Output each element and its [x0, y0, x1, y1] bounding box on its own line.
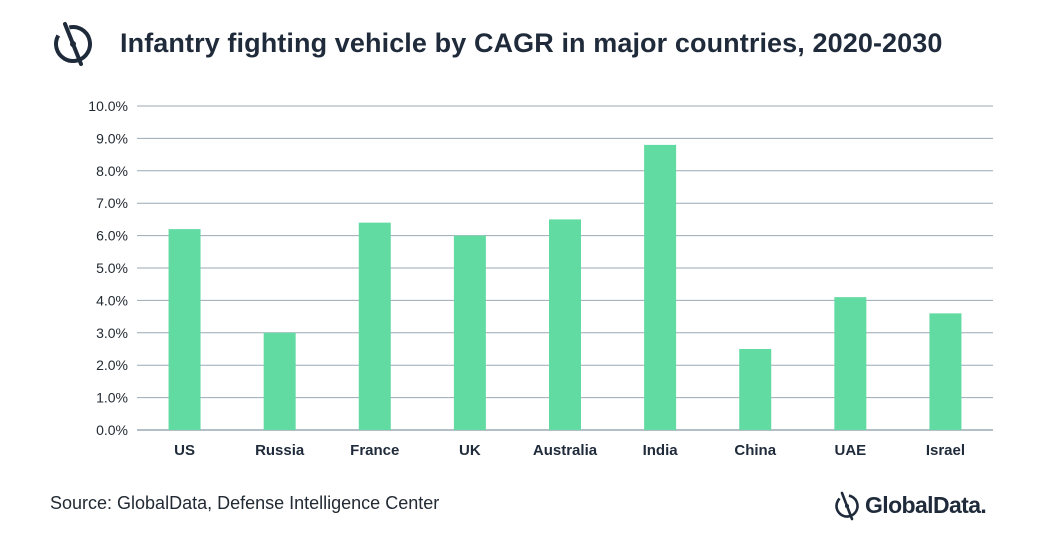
x-tick-label: Russia — [255, 442, 305, 459]
globaldata-logo-icon — [54, 22, 92, 66]
bar-uk — [453, 235, 486, 430]
brand-name: GlobalData. — [865, 491, 987, 518]
x-tick-label: Israel — [926, 442, 965, 459]
x-tick-label: Australia — [533, 442, 598, 459]
y-tick-label: 1.0% — [96, 390, 128, 406]
bar-france — [358, 222, 391, 430]
y-tick-label: 7.0% — [96, 195, 128, 211]
x-tick-label: UAE — [834, 442, 866, 459]
bar-australia — [549, 219, 581, 430]
bar-us — [168, 229, 201, 430]
y-axis-ticks: 0.0% 1.0% 2.0% 3.0% 4.0% 5.0% 6.0% 7.0% 8.0% 9.0%… — [88, 98, 128, 438]
globaldata-brand-icon — [835, 491, 859, 521]
y-tick-label: 10.0% — [88, 98, 128, 114]
bar-israel — [929, 313, 962, 430]
y-tick-label: 0.0% — [96, 422, 128, 438]
y-tick-label: 8.0% — [96, 163, 128, 179]
y-tick-label: 9.0% — [96, 130, 128, 146]
bars — [168, 144, 962, 430]
x-tick-label: UK — [459, 442, 481, 459]
x-tick-label: France — [350, 442, 399, 459]
bar-russia — [263, 332, 296, 430]
x-axis-ticks: US Russia France UK Australia India China UAE Is… — [174, 442, 965, 459]
y-tick-label: 3.0% — [96, 325, 128, 341]
source-note: Source: GlobalData, Defense Intelligence… — [50, 493, 440, 513]
y-tick-label: 4.0% — [96, 292, 128, 308]
chart-title: Infantry fighting vehicle by CAGR in maj… — [120, 27, 943, 58]
chart-header: Infantry fighting vehicle by CAGR in maj… — [50, 18, 943, 68]
x-tick-label: China — [734, 442, 776, 459]
y-tick-label: 6.0% — [96, 228, 128, 244]
bar-india — [644, 144, 677, 430]
bar-china — [739, 349, 772, 430]
x-tick-label: India — [643, 442, 679, 459]
y-tick-label: 2.0% — [96, 357, 128, 373]
x-tick-label: US — [174, 442, 195, 459]
y-tick-label: 5.0% — [96, 260, 128, 276]
bar-uae — [834, 297, 867, 430]
brand-logo: GlobalData. — [833, 489, 987, 521]
